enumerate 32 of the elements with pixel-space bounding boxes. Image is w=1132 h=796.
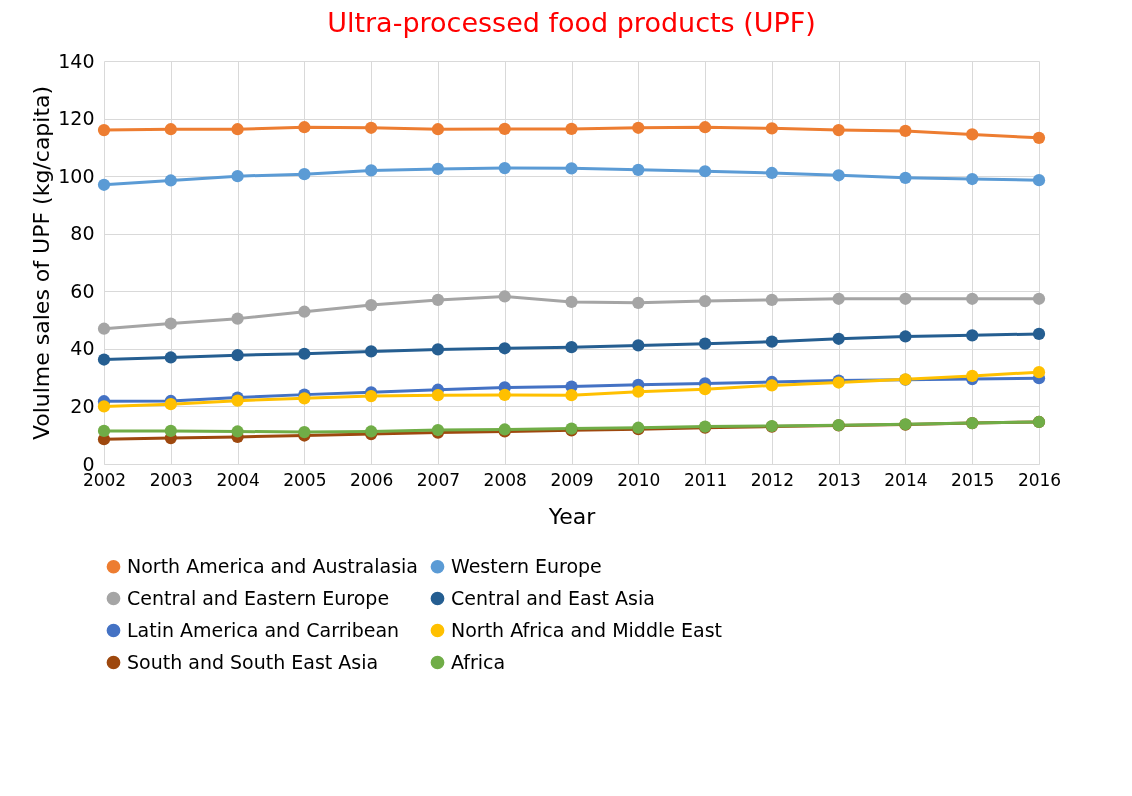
x-tick-label: 2014 (884, 469, 928, 490)
y-tick-label: 60 (70, 279, 95, 302)
y-tick-label: 40 (70, 337, 95, 360)
x-tick-label: 2012 (750, 469, 794, 490)
legend-label: Western Europe (451, 554, 602, 577)
x-axis-title: Year (547, 503, 597, 529)
legend-label: Central and Eastern Europe (127, 586, 390, 609)
x-tick-label: 2003 (149, 469, 193, 490)
y-tick-label: 120 (58, 107, 95, 130)
legend-label: Africa (451, 650, 506, 673)
y-tick-label: 80 (70, 222, 95, 245)
y-tick-label: 140 (58, 49, 95, 72)
x-tick-label: 2013 (817, 469, 861, 490)
legend-label: Central and East Asia (451, 586, 655, 609)
x-tick-label: 2008 (483, 469, 527, 490)
chart-title: Ultra-processed food products (UPF) (327, 7, 816, 38)
x-tick-label: 2009 (550, 469, 594, 490)
legend-label: Latin America and Carribean (127, 618, 400, 641)
legend-label: North America and Australasia (127, 554, 418, 577)
y-tick-label: 100 (58, 164, 95, 187)
legend-label: South and South East Asia (127, 650, 379, 673)
legend-label: North Africa and Middle East (451, 618, 722, 641)
y-axis-title: Volulme sales of UPF (kg/capita) (29, 85, 55, 441)
x-tick-label: 2015 (951, 469, 995, 490)
x-tick-label: 2010 (617, 469, 661, 490)
y-tick-label: 20 (70, 394, 95, 417)
x-tick-label: 2004 (216, 469, 260, 490)
x-tick-label: 2005 (283, 469, 327, 490)
x-tick-label: 2007 (416, 469, 461, 490)
x-tick-label: 2006 (350, 469, 394, 490)
x-tick-label: 2011 (683, 469, 728, 490)
x-tick-label: 2016 (1017, 469, 1062, 490)
